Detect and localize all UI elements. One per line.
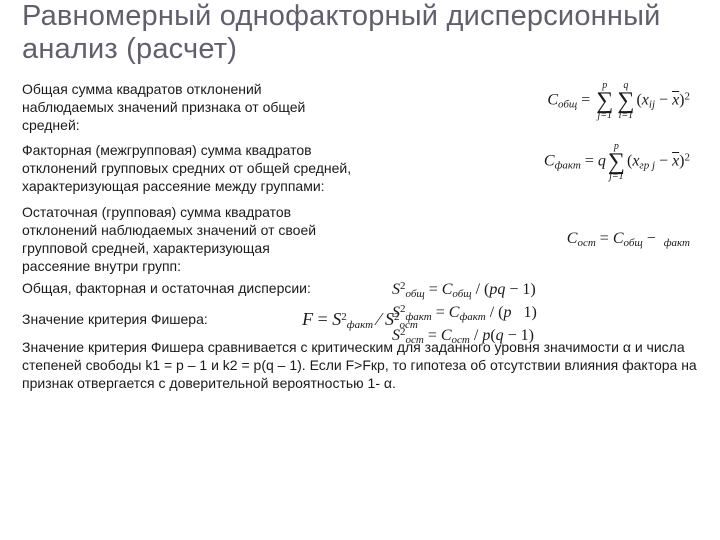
- desc-residual-ss: Остаточная (групповая) сумма квадратов о…: [22, 204, 332, 276]
- desc-conclusion: Значение критерия Фишера сравнивается с …: [22, 339, 698, 393]
- formula-residual-ss: Cост = Cобщ − факт: [342, 230, 698, 249]
- desc-variances: Общая, факторная и остаточная дисперсии:: [22, 280, 312, 298]
- row-residual-ss: Остаточная (групповая) сумма квадратов о…: [22, 204, 698, 276]
- row-conclusion: Значение критерия Фишера сравнивается с …: [22, 339, 698, 393]
- row-factor-ss: Факторная (межгрупповая) сумма квадратов…: [22, 142, 698, 196]
- desc-total-ss: Общая сумма квадратов отклонений наблюда…: [22, 81, 322, 135]
- formula-var-total: S2общ = Cобщ / (pq − 1): [392, 280, 698, 300]
- desc-factor-ss: Факторная (межгрупповая) сумма квадратов…: [22, 142, 352, 196]
- slide-title: Равномерный однофакторный дисперсионный …: [22, 0, 698, 67]
- formula-fisher: F = S2факт ⁄ S2ост: [242, 309, 698, 331]
- formula-factor-ss: Cфакт = qp∑j=1(xгр j − x)2: [362, 142, 698, 182]
- row-total-ss: Общая сумма квадратов отклонений наблюда…: [22, 81, 698, 135]
- row-fisher: Значение критерия Фишера: F = S2факт ⁄ S…: [22, 309, 698, 331]
- formula-total-ss: Cобщ = p∑j=1q∑i=1(xij − x)2: [332, 81, 698, 121]
- slide: Равномерный однофакторный дисперсионный …: [0, 0, 720, 412]
- desc-fisher: Значение критерия Фишера:: [22, 311, 232, 329]
